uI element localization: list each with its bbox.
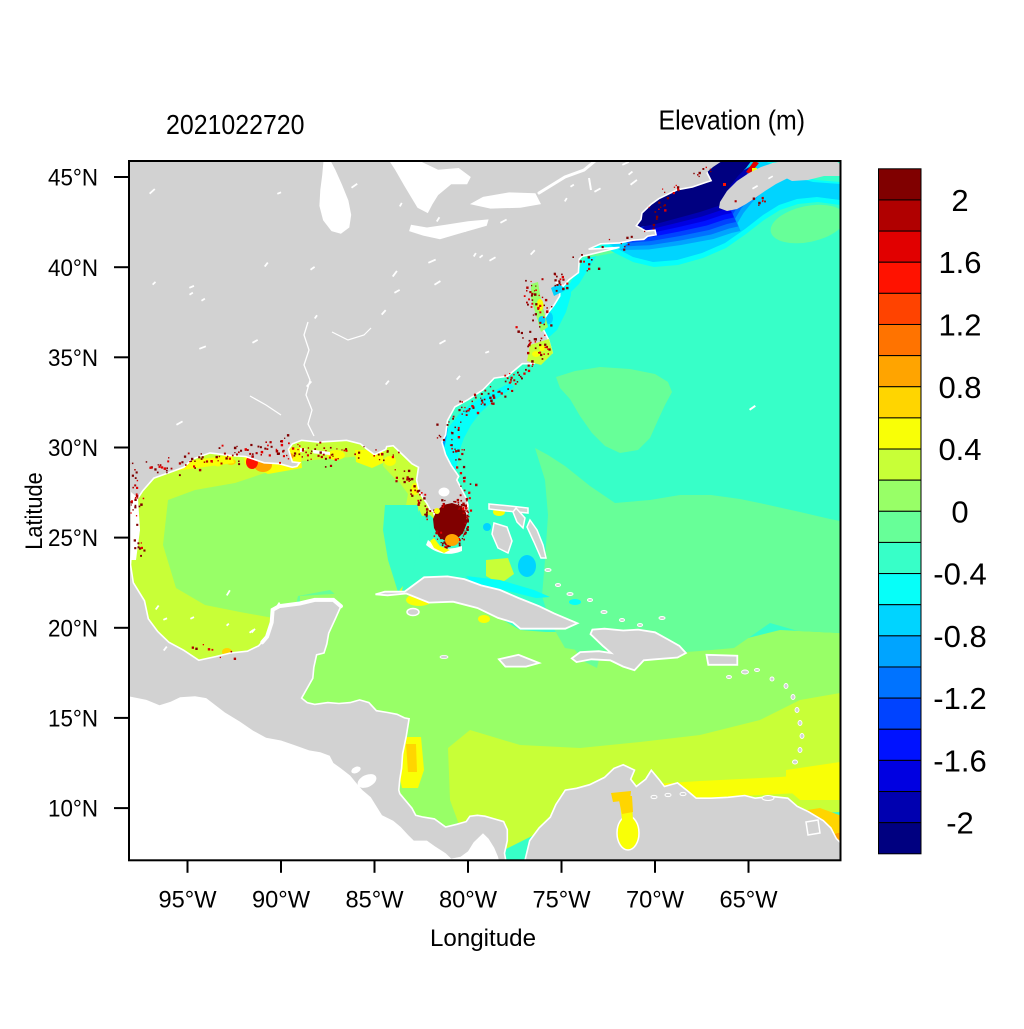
- svg-text:-1.2: -1.2: [933, 681, 986, 716]
- svg-text:0.4: 0.4: [938, 432, 981, 467]
- svg-text:-2: -2: [946, 806, 974, 841]
- svg-text:1.2: 1.2: [938, 308, 981, 343]
- svg-text:-0.4: -0.4: [933, 557, 986, 592]
- svg-text:-1.6: -1.6: [933, 743, 986, 778]
- svg-text:25°N: 25°N: [48, 525, 98, 552]
- svg-text:2021022720: 2021022720: [166, 109, 305, 140]
- svg-text:Elevation (m): Elevation (m): [659, 105, 806, 136]
- svg-text:20°N: 20°N: [48, 615, 98, 642]
- svg-text:75°W: 75°W: [533, 886, 592, 913]
- svg-text:0: 0: [951, 494, 968, 529]
- svg-text:2: 2: [951, 183, 968, 218]
- svg-text:65°W: 65°W: [720, 886, 779, 913]
- svg-text:Longitude: Longitude: [430, 925, 536, 952]
- svg-text:1.6: 1.6: [938, 245, 981, 280]
- svg-text:90°W: 90°W: [252, 886, 311, 913]
- svg-text:95°W: 95°W: [159, 886, 218, 913]
- svg-text:40°N: 40°N: [48, 255, 98, 282]
- svg-text:0.8: 0.8: [938, 370, 981, 405]
- svg-text:Latitude: Latitude: [21, 472, 48, 550]
- svg-text:30°N: 30°N: [48, 435, 98, 462]
- svg-text:15°N: 15°N: [48, 706, 98, 733]
- svg-text:10°N: 10°N: [48, 796, 98, 823]
- svg-text:35°N: 35°N: [48, 345, 98, 372]
- svg-text:-0.8: -0.8: [933, 619, 986, 654]
- svg-text:70°W: 70°W: [626, 886, 685, 913]
- svg-text:85°W: 85°W: [346, 886, 405, 913]
- svg-text:45°N: 45°N: [48, 165, 98, 192]
- svg-text:80°W: 80°W: [439, 886, 498, 913]
